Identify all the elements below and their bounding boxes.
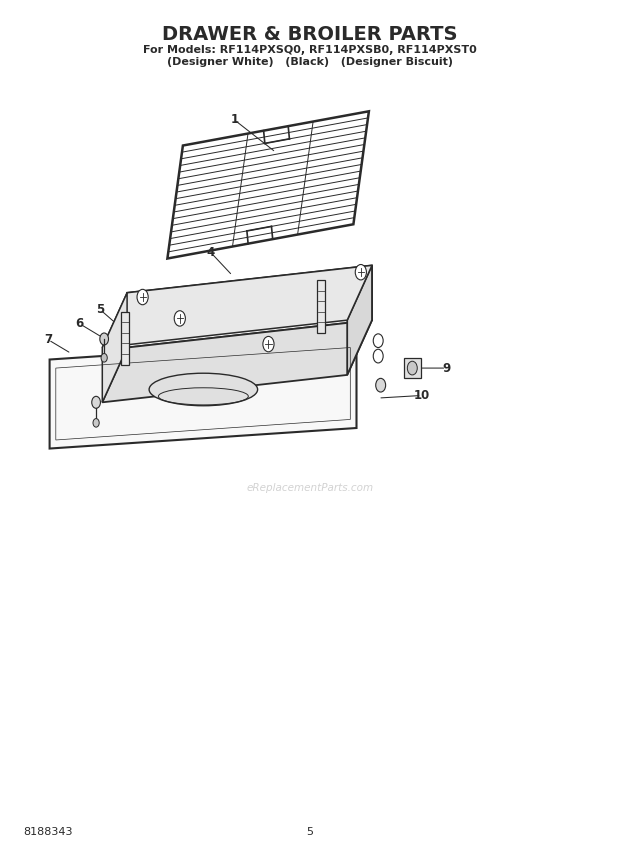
Circle shape: [100, 333, 108, 345]
Polygon shape: [317, 280, 325, 333]
Text: 4: 4: [206, 246, 215, 259]
Circle shape: [355, 265, 366, 280]
Polygon shape: [102, 265, 372, 348]
Text: 8188343: 8188343: [24, 827, 73, 837]
Polygon shape: [102, 293, 127, 402]
Text: 10: 10: [414, 389, 430, 402]
Circle shape: [137, 289, 148, 305]
Circle shape: [93, 419, 99, 427]
Text: 10: 10: [215, 318, 231, 332]
Text: 10: 10: [215, 318, 231, 332]
Circle shape: [263, 336, 274, 352]
Text: 9: 9: [442, 361, 451, 375]
Ellipse shape: [149, 373, 258, 406]
Circle shape: [92, 396, 100, 408]
Text: 10: 10: [58, 372, 74, 385]
Text: 1: 1: [230, 113, 239, 127]
Polygon shape: [127, 265, 372, 348]
Circle shape: [373, 334, 383, 348]
Polygon shape: [404, 358, 421, 378]
Circle shape: [407, 361, 417, 375]
Text: (Designer White)   (Black)   (Designer Biscuit): (Designer White) (Black) (Designer Biscu…: [167, 57, 453, 68]
Text: For Models: RF114PXSQ0, RF114PXSB0, RF114PXST0: For Models: RF114PXSQ0, RF114PXSB0, RF11…: [143, 45, 477, 55]
Text: 7: 7: [44, 333, 53, 347]
Text: 5: 5: [96, 303, 105, 317]
Circle shape: [101, 354, 107, 362]
Text: eReplacementParts.com: eReplacementParts.com: [246, 483, 374, 493]
Polygon shape: [102, 320, 372, 402]
Polygon shape: [50, 339, 356, 449]
Polygon shape: [347, 265, 372, 375]
Text: 6: 6: [75, 317, 84, 330]
Text: 5: 5: [306, 827, 314, 837]
Circle shape: [174, 311, 185, 326]
Polygon shape: [122, 312, 130, 365]
Circle shape: [373, 349, 383, 363]
Circle shape: [376, 378, 386, 392]
Text: DRAWER & BROILER PARTS: DRAWER & BROILER PARTS: [162, 25, 458, 44]
Text: 5: 5: [340, 267, 348, 281]
